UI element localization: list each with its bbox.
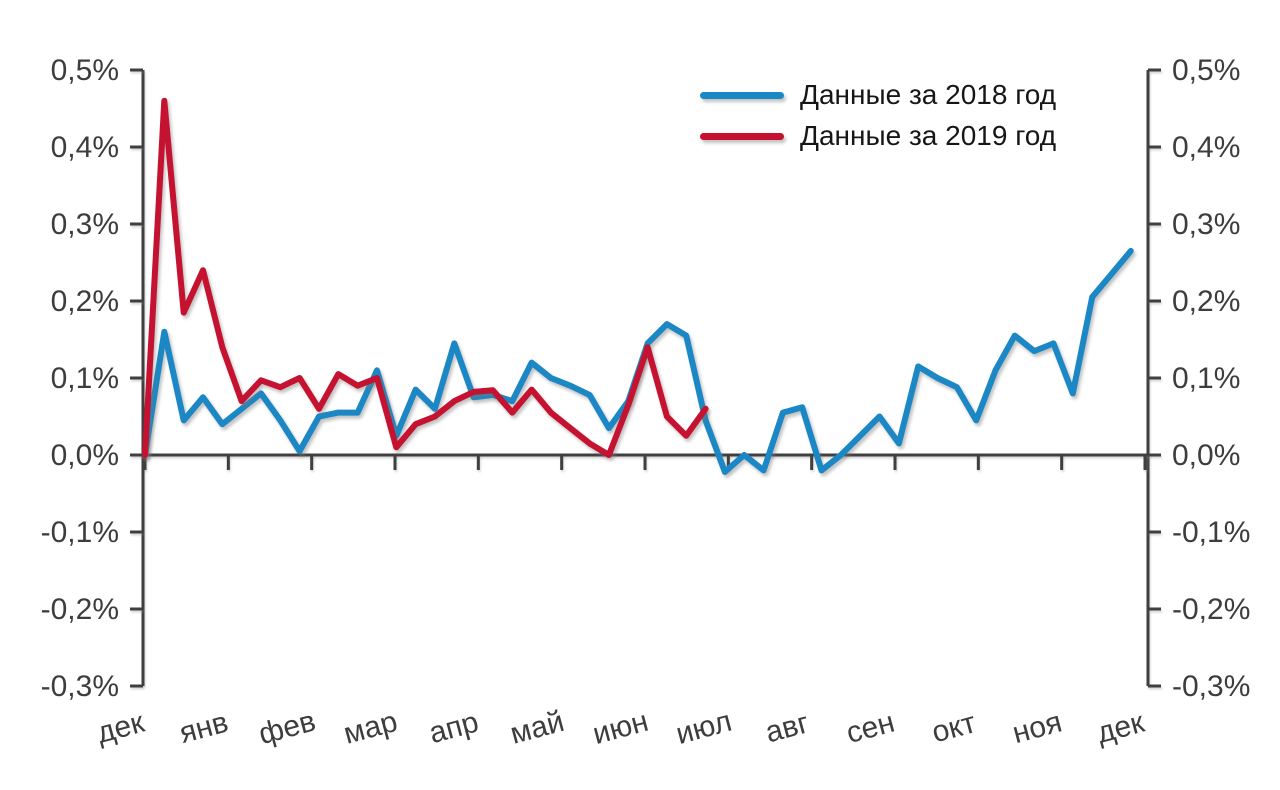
x-tick-label: дек — [93, 706, 148, 750]
y-tick-label-right: 0,4% — [1172, 131, 1240, 164]
legend-label-2019: Данные за 2019 год — [800, 119, 1057, 151]
y-tick-label-left: 0,5% — [51, 54, 119, 87]
y-tick-label-left: 0,1% — [51, 362, 119, 395]
legend: Данные за 2018 год Данные за 2019 год — [700, 79, 1057, 152]
x-tick-label: сен — [843, 706, 898, 750]
x-tick-label: янв — [176, 706, 232, 750]
legend-item-2018: Данные за 2018 год — [700, 79, 1057, 111]
x-tick-label: авг — [762, 706, 813, 749]
y-tick-label-right: 0,5% — [1172, 54, 1240, 87]
y-tick-label-right: -0,1% — [1172, 516, 1250, 549]
legend-line-2018-icon — [700, 91, 784, 99]
series-line-2018 — [142, 247, 1134, 475]
x-tick-label: ноя — [1009, 705, 1065, 750]
series-line-2019 — [142, 97, 709, 458]
legend-label-2018: Данные за 2018 год — [800, 79, 1057, 110]
x-tick-label: июн — [589, 705, 651, 751]
x-tick-label: фев — [255, 704, 319, 751]
x-tick-label: мар — [340, 705, 401, 751]
y-tick-label-left: 0,4% — [51, 131, 119, 164]
y-tick-label-left: 0,2% — [51, 285, 119, 318]
y-tick-label-left: -0,3% — [41, 670, 119, 703]
legend-line-2019-icon — [700, 132, 784, 140]
y-tick-label-right: 0,2% — [1172, 285, 1240, 318]
y-tick-label-right: 0,0% — [1172, 439, 1240, 472]
x-tick-label: апр — [426, 705, 482, 750]
y-tick-label-right: 0,1% — [1172, 362, 1240, 395]
y-tick-label-right: 0,3% — [1172, 208, 1240, 241]
x-tick-label: дек — [1093, 706, 1148, 750]
legend-item-2019: Данные за 2019 год — [700, 119, 1057, 152]
x-tick-label: май — [507, 705, 568, 751]
y-tick-label-right: -0,2% — [1172, 593, 1250, 626]
y-tick-label-left: -0,2% — [41, 593, 119, 626]
y-tick-label-left: 0,3% — [51, 208, 119, 241]
x-tick-label: окт — [928, 706, 979, 749]
y-tick-label-left: 0,0% — [51, 439, 119, 472]
x-tick-label: июл — [673, 705, 736, 751]
y-tick-label-right: -0,3% — [1172, 670, 1250, 703]
y-tick-label-left: -0,1% — [41, 516, 119, 549]
